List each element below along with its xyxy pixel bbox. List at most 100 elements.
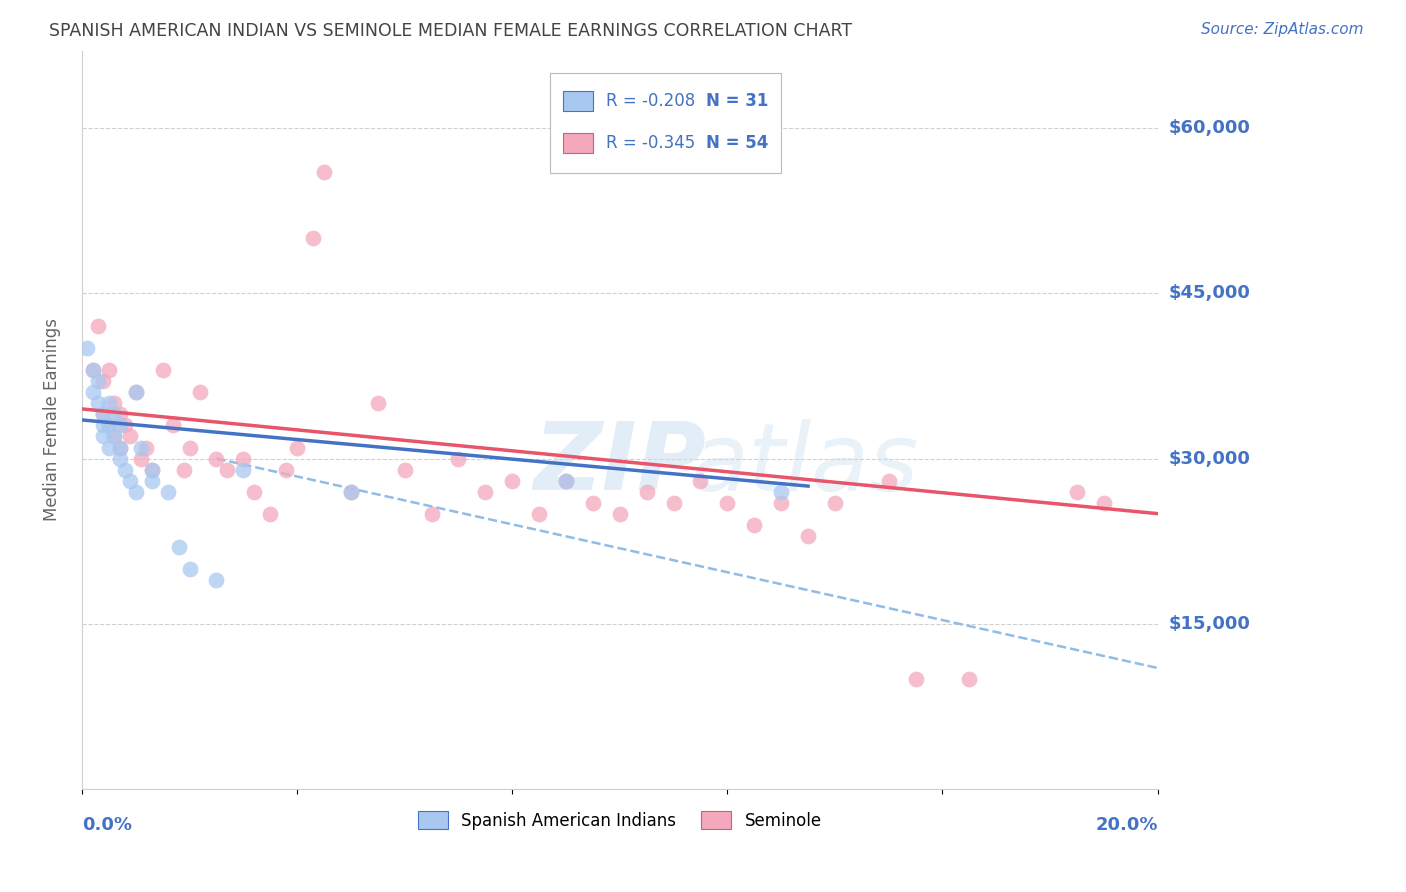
Point [770,484,793,499]
Point [501,474,523,488]
Point [340,484,363,499]
Point [108,441,131,455]
Point [367,396,389,410]
Point [76,341,98,355]
Text: 20.0%: 20.0% [1095,816,1157,834]
Point [179,562,201,576]
Point [797,529,820,543]
Point [129,451,152,466]
Point [447,451,470,466]
Point [108,451,131,466]
Point [167,540,190,554]
FancyBboxPatch shape [562,91,593,112]
Point [904,672,927,686]
Point [103,429,125,443]
Point [877,474,900,488]
Point [87,319,110,334]
Point [114,418,136,433]
Point [125,484,148,499]
Point [97,396,120,410]
Point [125,385,148,400]
Point [243,484,266,499]
Text: N = 54: N = 54 [706,134,768,152]
Point [555,474,578,488]
Point [205,573,228,587]
Point [103,408,125,422]
Point [129,441,152,455]
Text: Source: ZipAtlas.com: Source: ZipAtlas.com [1201,22,1364,37]
Point [276,462,298,476]
Point [742,517,765,532]
Point [97,363,120,377]
Point [636,484,658,499]
Point [108,418,131,433]
Text: SPANISH AMERICAN INDIAN VS SEMINOLE MEDIAN FEMALE EARNINGS CORRELATION CHART: SPANISH AMERICAN INDIAN VS SEMINOLE MEDI… [49,22,852,40]
Text: $30,000: $30,000 [1168,450,1250,467]
Text: N = 31: N = 31 [706,92,768,110]
Point [93,408,115,422]
Point [824,495,846,509]
Point [93,375,115,389]
Point [82,363,104,377]
Point [125,385,148,400]
Point [394,462,416,476]
Point [108,408,131,422]
Point [770,495,793,509]
Point [108,441,131,455]
Point [97,418,120,433]
Point [232,451,254,466]
Point [141,462,163,476]
Point [285,441,308,455]
Point [555,474,578,488]
Text: R = -0.208: R = -0.208 [606,92,695,110]
Point [152,363,174,377]
Point [188,385,211,400]
Y-axis label: Median Female Earnings: Median Female Earnings [44,318,60,522]
Point [179,441,201,455]
Point [420,507,443,521]
Point [312,165,335,179]
Text: atlas: atlas [690,418,918,509]
Point [82,363,104,377]
Point [259,507,281,521]
Point [93,429,115,443]
Point [120,474,142,488]
FancyBboxPatch shape [562,133,593,153]
Point [217,462,239,476]
Point [97,441,120,455]
Point [582,495,605,509]
Point [120,429,142,443]
Point [156,484,179,499]
Point [957,672,980,686]
FancyBboxPatch shape [550,73,782,172]
Point [135,441,157,455]
Point [232,462,254,476]
Text: R = -0.345: R = -0.345 [606,134,695,152]
Point [93,408,115,422]
Legend: Spanish American Indians, Seminole: Spanish American Indians, Seminole [411,805,828,837]
Text: ZIP: ZIP [534,418,707,510]
Point [82,385,104,400]
Point [141,462,163,476]
Point [87,375,110,389]
Point [689,474,711,488]
Point [141,474,163,488]
Point [97,418,120,433]
Text: $15,000: $15,000 [1168,615,1250,633]
Point [173,462,195,476]
Point [1092,495,1115,509]
Point [527,507,550,521]
Point [302,231,325,245]
Point [662,495,685,509]
Point [93,418,115,433]
Point [205,451,228,466]
Point [340,484,363,499]
Text: 0.0%: 0.0% [82,816,132,834]
Text: $60,000: $60,000 [1168,119,1250,136]
Point [474,484,496,499]
Point [716,495,738,509]
Point [609,507,631,521]
Point [87,396,110,410]
Point [162,418,184,433]
Point [114,462,136,476]
